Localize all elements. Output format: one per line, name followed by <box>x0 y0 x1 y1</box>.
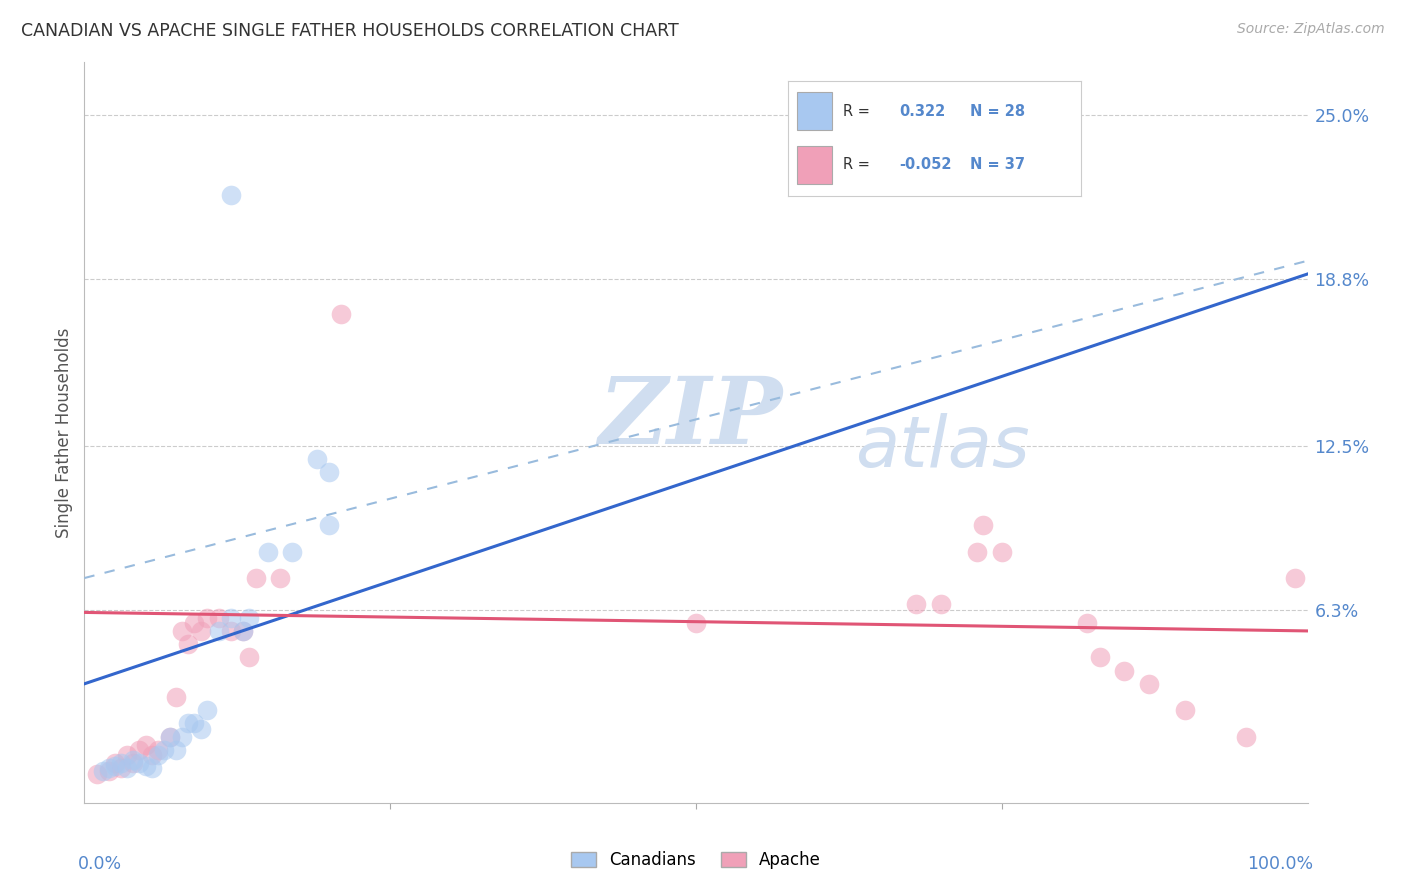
Point <box>159 730 181 744</box>
Point <box>146 743 169 757</box>
Point <box>219 187 242 202</box>
Point <box>135 758 157 772</box>
Point <box>91 764 114 778</box>
Point <box>153 743 176 757</box>
Point <box>1137 677 1160 691</box>
Point <box>190 624 212 638</box>
Text: atlas: atlas <box>855 413 1029 482</box>
Point <box>1174 703 1197 717</box>
Point <box>905 598 928 612</box>
Point <box>165 743 187 757</box>
Text: 0.0%: 0.0% <box>79 855 122 872</box>
Point <box>219 611 242 625</box>
Point <box>177 716 200 731</box>
Point <box>1076 615 1098 630</box>
Point <box>122 754 145 768</box>
Point <box>1236 730 1258 744</box>
Point <box>110 761 132 775</box>
Point <box>238 650 260 665</box>
Point <box>966 544 988 558</box>
Point <box>183 615 205 630</box>
Point <box>305 452 328 467</box>
Point <box>159 730 181 744</box>
Point <box>141 748 163 763</box>
Y-axis label: Single Father Households: Single Father Households <box>55 327 73 538</box>
Point <box>929 598 952 612</box>
Point <box>232 624 254 638</box>
Point <box>104 758 127 772</box>
Point <box>128 756 150 771</box>
Point <box>208 611 231 625</box>
Point <box>1284 571 1306 585</box>
Point <box>269 571 291 585</box>
Text: CANADIAN VS APACHE SINGLE FATHER HOUSEHOLDS CORRELATION CHART: CANADIAN VS APACHE SINGLE FATHER HOUSEHO… <box>21 22 679 40</box>
Point <box>177 637 200 651</box>
Point <box>219 624 242 638</box>
Point <box>135 738 157 752</box>
Point <box>991 544 1014 558</box>
Point <box>195 703 218 717</box>
Point <box>115 748 138 763</box>
Point <box>1114 664 1136 678</box>
Point <box>195 611 218 625</box>
Point <box>330 307 353 321</box>
Point <box>172 624 194 638</box>
Point <box>141 761 163 775</box>
Point <box>110 756 132 771</box>
Text: ZIP: ZIP <box>598 373 782 463</box>
Point <box>172 730 194 744</box>
Point <box>146 748 169 763</box>
Point <box>257 544 280 558</box>
Point <box>183 716 205 731</box>
Point <box>122 756 145 771</box>
Legend: Canadians, Apache: Canadians, Apache <box>564 845 828 876</box>
Point <box>97 761 120 775</box>
Point <box>238 611 260 625</box>
Point <box>208 624 231 638</box>
Text: Source: ZipAtlas.com: Source: ZipAtlas.com <box>1237 22 1385 37</box>
Point <box>128 743 150 757</box>
Text: 100.0%: 100.0% <box>1247 855 1313 872</box>
Point <box>86 766 108 780</box>
Point <box>318 518 340 533</box>
Point <box>972 518 994 533</box>
Point <box>318 465 340 479</box>
Point <box>165 690 187 704</box>
Point <box>97 764 120 778</box>
Point <box>245 571 267 585</box>
Point <box>1088 650 1111 665</box>
Point <box>190 722 212 736</box>
Point <box>232 624 254 638</box>
Point <box>104 756 127 771</box>
Point <box>281 544 304 558</box>
Point <box>115 761 138 775</box>
Point <box>685 615 707 630</box>
